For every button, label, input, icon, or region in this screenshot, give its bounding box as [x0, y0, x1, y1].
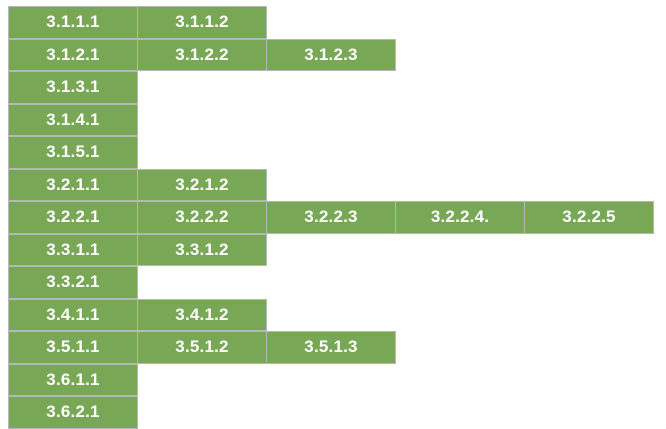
grid-cell: 3.1.2.2: [137, 38, 267, 71]
grid-row: 3.1.2.1 3.1.2.2 3.1.2.3: [8, 38, 653, 71]
grid-row: 3.1.5.1: [8, 136, 653, 169]
grid-row: 3.4.1.1 3.4.1.2: [8, 298, 653, 331]
grid-cell: 3.2.1.2: [137, 168, 267, 201]
grid-cell: 3.3.2.1: [8, 266, 138, 299]
grid-row: 3.6.1.1: [8, 363, 653, 396]
numbering-grid: 3.1.1.1 3.1.1.2 3.1.2.1 3.1.2.2 3.1.2.3 3.1.3…: [8, 6, 654, 429]
grid-cell: 3.5.1.2: [137, 331, 267, 364]
grid-cell: 3.1.4.1: [8, 103, 138, 136]
grid-row: 3.2.2.1 3.2.2.2 3.2.2.3 3.2.2.4. 3.2.2.5: [8, 201, 654, 234]
grid-cell: 3.6.1.1: [8, 363, 138, 396]
grid-cell: 3.1.2.1: [8, 38, 138, 71]
grid-row: 3.6.2.1: [8, 396, 653, 429]
grid-row: 3.1.3.1: [8, 71, 653, 104]
grid-row: 3.2.1.1 3.2.1.2: [8, 168, 653, 201]
grid-cell: 3.2.2.5: [524, 201, 654, 234]
grid-cell: 3.1.1.2: [137, 6, 267, 39]
grid-cell: 3.2.2.1: [8, 201, 138, 234]
grid-cell: 3.4.1.1: [8, 298, 138, 331]
grid-row: 3.3.2.1: [8, 266, 653, 299]
grid-cell: 3.5.1.1: [8, 331, 138, 364]
grid-cell: 3.4.1.2: [137, 298, 267, 331]
grid-cell: 3.3.1.1: [8, 233, 138, 266]
grid-cell: 3.5.1.3: [266, 331, 396, 364]
grid-cell: 3.2.1.1: [8, 168, 138, 201]
grid-cell: 3.1.2.3: [266, 38, 396, 71]
grid-cell: 3.1.3.1: [8, 71, 138, 104]
grid-cell: 3.2.2.3: [266, 201, 396, 234]
grid-row: 3.5.1.1 3.5.1.2 3.5.1.3: [8, 331, 653, 364]
grid-row: 3.1.4.1: [8, 103, 653, 136]
grid-cell: 3.2.2.2: [137, 201, 267, 234]
grid-cell: 3.1.5.1: [8, 136, 138, 169]
grid-cell: 3.1.1.1: [8, 6, 138, 39]
grid-row: 3.3.1.1 3.3.1.2: [8, 233, 653, 266]
grid-cell: 3.2.2.4.: [395, 201, 525, 234]
grid-cell: 3.3.1.2: [137, 233, 267, 266]
grid-cell: 3.6.2.1: [8, 396, 138, 429]
grid-row: 3.1.1.1 3.1.1.2: [8, 6, 653, 39]
